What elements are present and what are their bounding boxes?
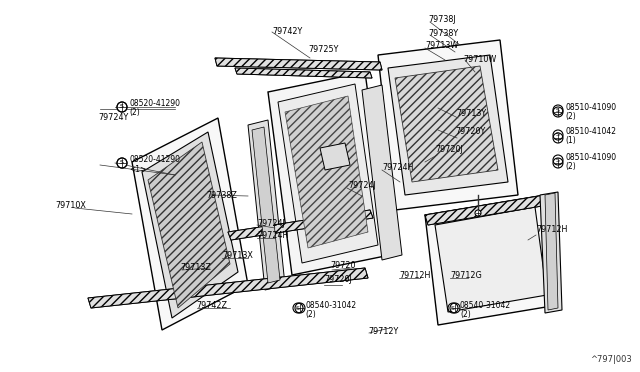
- Circle shape: [475, 210, 481, 216]
- Polygon shape: [425, 195, 548, 225]
- Circle shape: [553, 158, 563, 168]
- Text: 79724J: 79724J: [257, 218, 285, 228]
- Text: 08540-31042: 08540-31042: [460, 301, 511, 310]
- Text: 79720J: 79720J: [435, 145, 463, 154]
- Text: 79710W: 79710W: [463, 55, 496, 64]
- Text: (2): (2): [565, 112, 576, 121]
- Polygon shape: [362, 85, 402, 260]
- Text: S: S: [120, 105, 124, 109]
- Text: 79712H: 79712H: [536, 225, 568, 234]
- Circle shape: [117, 102, 127, 112]
- Polygon shape: [268, 72, 390, 275]
- Text: (2): (2): [460, 310, 471, 318]
- Text: S: S: [556, 157, 560, 163]
- Polygon shape: [248, 120, 285, 290]
- Polygon shape: [425, 195, 548, 225]
- Polygon shape: [142, 132, 238, 318]
- Circle shape: [295, 303, 305, 313]
- Circle shape: [117, 158, 127, 168]
- Circle shape: [450, 303, 460, 313]
- Text: S: S: [556, 132, 560, 138]
- Text: (2): (2): [305, 310, 316, 318]
- Text: 08520-41290: 08520-41290: [129, 99, 180, 109]
- Polygon shape: [235, 68, 372, 78]
- Text: 79710X: 79710X: [55, 201, 86, 209]
- Text: (2): (2): [129, 109, 140, 118]
- Text: 79738Z: 79738Z: [206, 190, 237, 199]
- Text: 08520-41290: 08520-41290: [129, 155, 180, 164]
- Polygon shape: [545, 193, 558, 310]
- Polygon shape: [88, 268, 368, 308]
- Polygon shape: [132, 118, 248, 330]
- Polygon shape: [235, 68, 372, 78]
- Text: 79738Y: 79738Y: [428, 29, 458, 38]
- Polygon shape: [320, 143, 350, 170]
- Polygon shape: [285, 96, 368, 248]
- Text: 08510-41042: 08510-41042: [565, 128, 616, 137]
- Text: 79724H: 79724H: [257, 231, 289, 240]
- Text: 79720: 79720: [330, 260, 355, 269]
- Polygon shape: [395, 66, 498, 182]
- Text: 08510-41090: 08510-41090: [565, 153, 616, 161]
- Polygon shape: [278, 84, 378, 263]
- Text: 79724J: 79724J: [348, 180, 376, 189]
- Text: 79713Y: 79713Y: [456, 109, 486, 118]
- Text: 08540-31042: 08540-31042: [305, 301, 356, 310]
- Polygon shape: [388, 55, 508, 195]
- Text: 79724Y: 79724Y: [98, 113, 128, 122]
- Text: (2): (2): [565, 161, 576, 170]
- Text: 08510-41090: 08510-41090: [565, 103, 616, 112]
- Text: 79712H: 79712H: [399, 270, 430, 279]
- Text: 79742Y: 79742Y: [272, 28, 302, 36]
- Polygon shape: [215, 58, 382, 70]
- Text: 79720J: 79720J: [324, 276, 352, 285]
- Text: 79720Y: 79720Y: [455, 128, 485, 137]
- Text: S: S: [296, 305, 300, 311]
- Text: (1): (1): [565, 137, 576, 145]
- Polygon shape: [540, 192, 562, 313]
- Polygon shape: [148, 142, 230, 308]
- Text: 79713X: 79713X: [222, 250, 253, 260]
- Text: 79712Y: 79712Y: [368, 327, 398, 337]
- Polygon shape: [88, 268, 368, 308]
- Text: 79738J: 79738J: [428, 16, 456, 25]
- Text: S: S: [451, 305, 455, 311]
- Text: 79713W: 79713W: [425, 42, 458, 51]
- Circle shape: [553, 107, 563, 117]
- Polygon shape: [425, 195, 558, 325]
- Text: 79713Z: 79713Z: [180, 263, 211, 273]
- Polygon shape: [215, 58, 382, 70]
- Text: <1>: <1>: [129, 164, 147, 173]
- Polygon shape: [378, 40, 518, 210]
- Text: 79724H: 79724H: [382, 163, 413, 171]
- Text: 79712G: 79712G: [450, 270, 482, 279]
- Text: 79725Y: 79725Y: [308, 45, 339, 55]
- Circle shape: [553, 133, 563, 143]
- Polygon shape: [228, 210, 373, 240]
- Text: S: S: [556, 108, 560, 112]
- Polygon shape: [252, 127, 280, 283]
- Polygon shape: [228, 210, 373, 240]
- Text: S: S: [120, 160, 124, 166]
- Text: 79742Z: 79742Z: [196, 301, 227, 310]
- Text: ^797|003: ^797|003: [590, 355, 632, 364]
- Polygon shape: [435, 207, 547, 312]
